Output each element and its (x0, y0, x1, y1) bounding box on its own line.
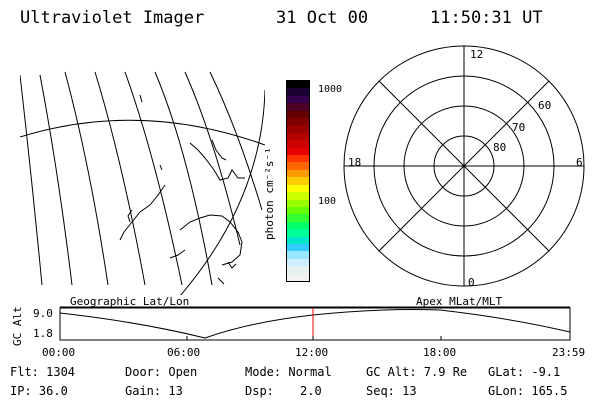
mlt-label-0: 0 (468, 276, 475, 289)
geo-longitude: GLon: 165.5 (488, 384, 568, 398)
colorbar-band (287, 221, 309, 230)
colorbar-band (287, 155, 309, 163)
geographic-label: Geographic Lat/Lon (70, 295, 190, 308)
colorbar-band (287, 199, 309, 207)
door-status: Door: Open (125, 365, 198, 379)
colorbar-band (287, 214, 309, 222)
altitude-axis-label: GC Alt (11, 306, 24, 346)
colorbar-band (287, 258, 309, 267)
colorbar-band (287, 110, 309, 119)
mlat-label-70: 70 (512, 121, 526, 134)
x-tick-06: 06:00 (167, 346, 201, 359)
date-label: 31 Oct 00 (276, 8, 369, 28)
mlt-label-6: 6 (576, 156, 583, 169)
colorbar-band (287, 177, 309, 185)
dsp-label: Dsp: (245, 384, 274, 398)
colorbar-band (287, 251, 309, 259)
colorbar-band (287, 184, 309, 193)
gc-altitude: GC Alt: 7.9 Re (366, 365, 468, 379)
colorbar (286, 80, 310, 282)
colorbar-tick-100: 100 (318, 196, 337, 207)
sequence-number: Seq: 13 (366, 384, 417, 398)
geo-latitude: GLat: -9.1 (488, 365, 561, 379)
colorbar-band (287, 192, 309, 200)
colorbar-band (287, 243, 309, 252)
colorbar-band (287, 125, 309, 133)
x-tick-00: 00:00 (42, 346, 76, 359)
colorbar-band (287, 140, 309, 148)
apex-label: Apex MLat/MLT (416, 295, 503, 308)
colorbar-band (287, 229, 309, 237)
x-tick-2359: 23:59 (552, 346, 586, 359)
x-tick-12: 12:00 (295, 346, 329, 359)
colorbar-band (287, 206, 309, 215)
mlt-label-18: 18 (348, 156, 362, 169)
colorbar-band (287, 147, 309, 156)
colorbar-band (287, 103, 309, 111)
time-label: 11:50:31 UT (430, 8, 543, 28)
colorbar-tick-1000: 1000 (318, 84, 343, 95)
colorbar-band (287, 273, 309, 281)
dsp-value: 2.0 (300, 384, 322, 398)
colorbar-band (287, 236, 309, 244)
colorbar-band (287, 132, 309, 141)
mlt-label-12: 12 (470, 48, 484, 61)
x-tick-18: 18:00 (423, 346, 457, 359)
mlat-label-60: 60 (538, 99, 552, 112)
gain-value: Gain: 13 (125, 384, 183, 398)
mlat-label-80: 80 (493, 141, 507, 154)
colorbar-band (287, 88, 309, 96)
colorbar-band (287, 169, 309, 178)
colorbar-band (287, 81, 309, 89)
colorbar-band (287, 95, 309, 104)
colorbar-band (287, 162, 309, 170)
altitude-tick-1-8: 1.8 (33, 327, 53, 340)
altitude-tick-9: 9.0 (33, 307, 53, 320)
colorbar-band (287, 118, 309, 126)
ip-value: IP: 36.0 (10, 384, 68, 398)
flight-number: Flt: 1304 (10, 365, 76, 379)
instrument-title: Ultraviolet Imager (20, 8, 205, 28)
colorbar-band (287, 266, 309, 274)
mode-status: Mode: Normal (245, 365, 332, 379)
